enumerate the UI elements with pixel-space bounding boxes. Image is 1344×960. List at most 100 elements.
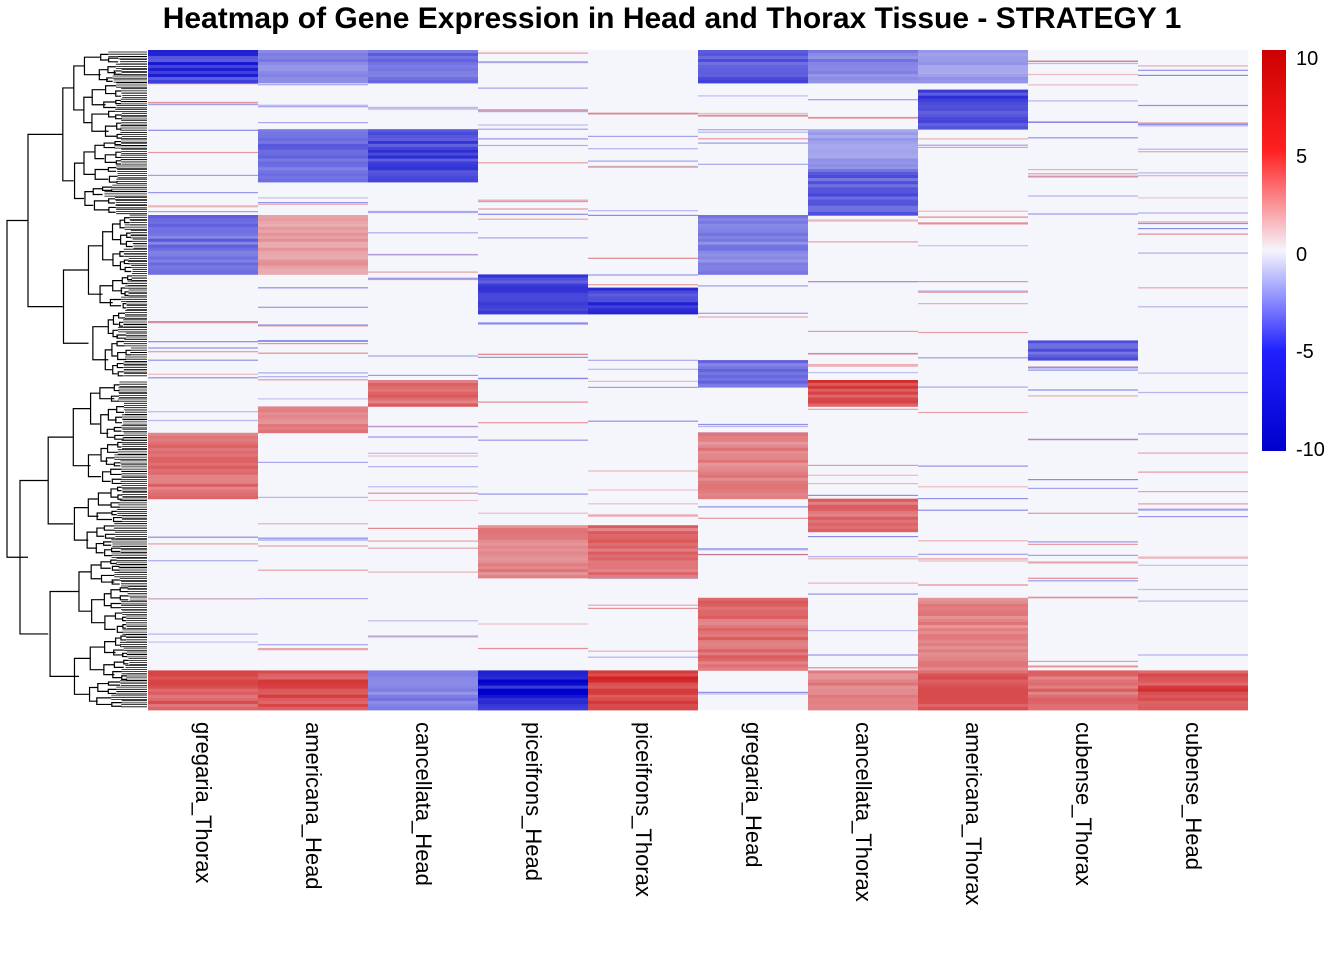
heatmap-cell-gregaria_Thorax bbox=[148, 217, 258, 222]
heatmap-cell-cubense_Thorax bbox=[1028, 685, 1138, 690]
heatmap-stripe bbox=[1138, 391, 1248, 394]
heatmap-cell-gregaria_Head bbox=[698, 366, 808, 370]
heatmap-cell-americana_Thorax bbox=[918, 703, 1028, 708]
heatmap-stripe bbox=[258, 644, 368, 646]
heatmap-cell-cancellata_Thorax bbox=[808, 513, 918, 518]
heatmap-stripe bbox=[588, 210, 698, 212]
heatmap-cell-cancellata_Head bbox=[368, 170, 478, 174]
heatmap-cell-americana_Thorax bbox=[918, 53, 1028, 57]
heatmap-cell-cubense_Head bbox=[1138, 706, 1248, 711]
heatmap-cell-piceifrons_Head bbox=[478, 560, 588, 564]
heatmap-cell-piceifrons_Thorax bbox=[588, 557, 698, 561]
heatmap-stripe bbox=[1138, 372, 1248, 374]
heatmap-cell-americana_Head bbox=[258, 140, 368, 145]
dendrogram-branch bbox=[103, 525, 115, 531]
heatmap-stripe bbox=[918, 553, 1028, 555]
dendrogram-branch bbox=[119, 261, 125, 271]
heatmap-cell-cancellata_Thorax bbox=[808, 164, 918, 168]
heatmap-cell-gregaria_Thorax bbox=[148, 459, 258, 464]
heatmap-cell-americana_Head bbox=[258, 426, 368, 431]
heatmap-stripe bbox=[1138, 508, 1248, 510]
dendrogram-branch bbox=[87, 498, 99, 517]
dendrogram-branch bbox=[49, 590, 79, 677]
heatmap-stripe bbox=[478, 323, 588, 325]
heatmap-stripe bbox=[1138, 557, 1248, 559]
heatmap-cell-americana_Thorax bbox=[918, 120, 1028, 124]
heatmap-cell-americana_Thorax bbox=[918, 89, 1028, 94]
heatmap-cell-piceifrons_Thorax bbox=[588, 673, 698, 677]
heatmap-cell-cubense_Thorax bbox=[1028, 700, 1138, 705]
heatmap-cell-gregaria_Head bbox=[698, 480, 808, 485]
heatmap-cell-cancellata_Thorax bbox=[808, 397, 918, 401]
heatmap-cell-cancellata_Head bbox=[368, 129, 478, 133]
heatmap-cell-cubense_Thorax bbox=[1028, 343, 1138, 347]
dendrogram-branch bbox=[120, 635, 127, 641]
heatmap-stripe bbox=[588, 656, 698, 658]
heatmap-stripe bbox=[1028, 487, 1138, 489]
heatmap-stripe bbox=[478, 218, 588, 220]
heatmap-stripe bbox=[258, 325, 368, 327]
heatmap-cell-americana_Head bbox=[258, 53, 368, 57]
heatmap-cell-cancellata_Thorax bbox=[808, 208, 918, 213]
heatmap-cell-americana_Thorax bbox=[918, 631, 1028, 635]
heatmap-cell-americana_Thorax bbox=[918, 603, 1028, 608]
heatmap-cell-piceifrons_Head bbox=[478, 700, 588, 705]
heatmap-cell-gregaria_Head bbox=[698, 622, 808, 626]
dendrogram-branch bbox=[107, 167, 117, 172]
heatmap-stripe bbox=[588, 284, 698, 286]
heatmap-cell-cancellata_Head bbox=[368, 59, 478, 63]
heatmap-stripe bbox=[148, 211, 258, 213]
heatmap-stripe bbox=[1028, 666, 1138, 668]
heatmap-cell-americana_Thorax bbox=[918, 597, 1028, 602]
dendrogram-branch bbox=[111, 223, 121, 241]
heatmap-stripe bbox=[1138, 222, 1248, 225]
heatmap-cell-cancellata_Thorax bbox=[808, 59, 918, 63]
heatmap-cell-gregaria_Head bbox=[698, 62, 808, 66]
heatmap-cell-americana_Thorax bbox=[918, 609, 1028, 614]
heatmap-cell-americana_Head bbox=[258, 409, 368, 413]
heatmap-cell-gregaria_Head bbox=[698, 232, 808, 237]
heatmap-stripe bbox=[1138, 104, 1248, 107]
heatmap-stripe bbox=[1028, 73, 1138, 76]
heatmap-cell-gregaria_Thorax bbox=[148, 220, 258, 225]
heatmap-stripe bbox=[698, 131, 808, 133]
heatmap-cell-americana_Thorax bbox=[918, 101, 1028, 106]
heatmap-cell-cancellata_Thorax bbox=[808, 171, 918, 176]
heatmap-stripe bbox=[1138, 503, 1248, 505]
heatmap-stripe bbox=[918, 498, 1028, 500]
heatmap-stripe bbox=[148, 102, 258, 104]
heatmap-stripe bbox=[1028, 562, 1138, 564]
heatmap-cell-americana_Thorax bbox=[918, 643, 1028, 647]
dendrogram-branch bbox=[116, 340, 125, 347]
heatmap-cell-gregaria_Head bbox=[698, 53, 808, 57]
heatmap-cell-gregaria_Thorax bbox=[148, 694, 258, 699]
heatmap-cell-piceifrons_Head bbox=[478, 563, 588, 567]
heatmap-cell-americana_Thorax bbox=[918, 634, 1028, 638]
heatmap-cell-piceifrons_Head bbox=[478, 569, 588, 573]
heatmap-stripe bbox=[148, 83, 258, 85]
dendrogram-branch bbox=[97, 492, 112, 506]
heatmap-stripe bbox=[478, 124, 588, 126]
dendrogram-branch bbox=[104, 533, 115, 539]
heatmap-cell-gregaria_Head bbox=[698, 380, 808, 385]
dendrogram-branch bbox=[115, 114, 122, 120]
legend-tick-label: 5 bbox=[1296, 145, 1308, 168]
heatmap-cell-cancellata_Thorax bbox=[808, 516, 918, 521]
heatmap-stripe bbox=[918, 290, 1028, 292]
heatmap-cell-cancellata_Thorax bbox=[808, 196, 918, 200]
column-label-piceifrons_Head: piceifrons_Head bbox=[521, 722, 546, 881]
dendrogram-branch bbox=[127, 275, 132, 281]
heatmap-stripe bbox=[1028, 580, 1138, 582]
heatmap-cell-cancellata_Head bbox=[368, 394, 478, 398]
heatmap-stripe bbox=[148, 411, 258, 413]
heatmap-stripe bbox=[918, 223, 1028, 225]
heatmap-cell-piceifrons_Thorax bbox=[588, 551, 698, 555]
heatmap-stripe bbox=[258, 569, 368, 571]
heatmap-cell-cancellata_Head bbox=[368, 143, 478, 148]
heatmap-cell-gregaria_Thorax bbox=[148, 489, 258, 494]
heatmap-cell-americana_Thorax bbox=[918, 59, 1028, 63]
heatmap-cell-americana_Thorax bbox=[918, 670, 1028, 674]
dendrogram-branch bbox=[113, 426, 122, 432]
heatmap-stripe bbox=[588, 380, 698, 382]
heatmap-stripe bbox=[1028, 100, 1138, 102]
